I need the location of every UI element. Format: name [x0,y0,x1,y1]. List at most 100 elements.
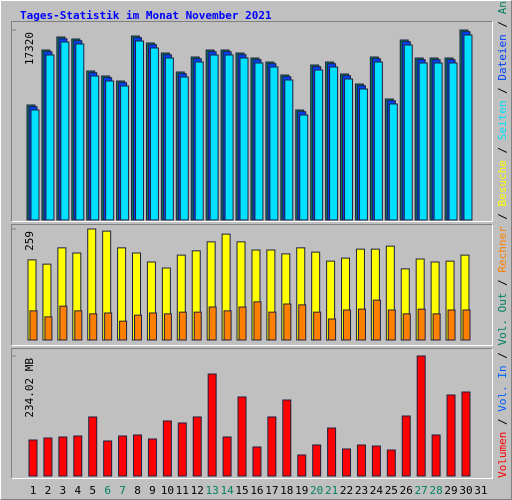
bar [268,311,277,341]
x-tick-label: 4 [74,484,81,497]
bar [163,313,172,341]
bar [282,399,292,477]
x-tick-label: 2 [45,484,52,497]
y-tick-label: 234.02 MB [23,358,36,418]
bar [223,310,232,341]
panels [11,21,493,479]
bar [431,434,441,477]
legend-separator: / [496,14,509,34]
bar [89,313,98,341]
bar [358,88,368,221]
x-tick-label: 24 [370,484,384,497]
bar [148,312,157,341]
legend-entry: Besuche [496,160,509,206]
bar [343,309,352,341]
bar [134,314,143,341]
x-tick-label: 23 [355,484,368,497]
bar [448,62,458,221]
bar [30,109,40,221]
legend-entry: Rechner [496,226,509,273]
legend-separator: / [496,412,509,432]
bar [387,309,396,341]
x-tick-label: 16 [250,484,263,497]
bar [118,435,128,477]
bar [74,310,83,341]
bar [254,62,264,221]
bar [299,114,309,221]
bar [461,391,471,477]
panel-bevel [11,21,493,222]
bar [329,66,339,221]
x-tick-label: 9 [149,484,156,497]
bar [416,355,426,477]
x-tick-label: 1 [30,484,37,497]
bar [177,422,187,477]
legend-separator: / [496,81,509,101]
bar [162,420,172,477]
legend-entry: Seiten [496,100,509,140]
bar [371,445,381,477]
x-tick-label: 14 [220,484,234,497]
legend-entry: Anfragen [496,0,509,14]
x-tick-label: 15 [235,484,248,497]
bar [386,449,396,477]
bar [388,103,398,221]
x-tick-label: 11 [176,484,189,497]
bar [43,437,53,477]
bar [312,444,322,477]
bar [103,440,113,477]
y-tick-label: 259 [23,231,36,251]
bar [432,313,441,341]
x-tick-label: 29 [444,484,457,497]
bar [119,320,128,341]
bar [133,434,143,477]
bar [88,416,98,477]
bar [433,62,443,221]
panel-bevel [11,224,493,346]
bar [75,43,85,221]
legend-separator: / [496,346,509,366]
bar [372,299,381,341]
bar [269,66,279,221]
bar [28,439,38,477]
bar [253,301,262,341]
legend-entry: Dateien [496,34,509,80]
bar [164,57,174,221]
bar [297,454,307,477]
panel-bevel [11,348,493,479]
bar [59,305,68,341]
bar [342,448,352,477]
legend-entry: Volumen [496,432,509,478]
bar [328,318,337,341]
bar [284,79,294,221]
x-tick-label: 17 [265,484,278,497]
x-tick-label: 25 [385,484,398,497]
bar [463,34,473,221]
bar [417,308,426,341]
x-tick-label: 27 [415,484,428,497]
bar [344,78,354,221]
bar [58,436,68,477]
bar [208,306,217,341]
x-tick-label: 31 [474,484,487,497]
bar [238,306,247,341]
x-tick-label: 18 [280,484,293,497]
bar [45,54,55,221]
x-tick-label: 28 [429,484,442,497]
x-tick-label: 6 [104,484,111,497]
x-tick-label: 13 [206,484,219,497]
bar [44,316,53,341]
bar [462,309,471,341]
legend-entry: Vol. In [496,365,509,411]
bar [90,75,100,221]
bar [193,311,202,341]
bar [209,54,219,221]
x-tick-label: 20 [310,484,323,497]
bar [104,312,113,341]
bar [418,62,428,221]
bar [283,303,292,341]
legend-separator: / [496,140,509,160]
x-tick-label: 8 [134,484,141,497]
bar [179,76,189,221]
